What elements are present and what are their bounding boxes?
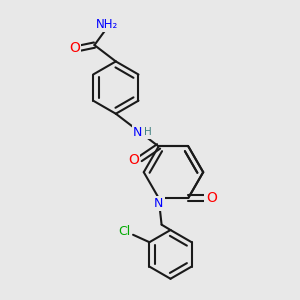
Text: H: H (144, 128, 152, 137)
Text: O: O (128, 153, 139, 167)
Text: O: O (69, 41, 80, 55)
Text: NH₂: NH₂ (96, 18, 118, 31)
Text: Cl: Cl (118, 225, 131, 238)
Text: O: O (206, 191, 217, 205)
Text: N: N (154, 197, 163, 210)
Text: N: N (133, 126, 142, 139)
